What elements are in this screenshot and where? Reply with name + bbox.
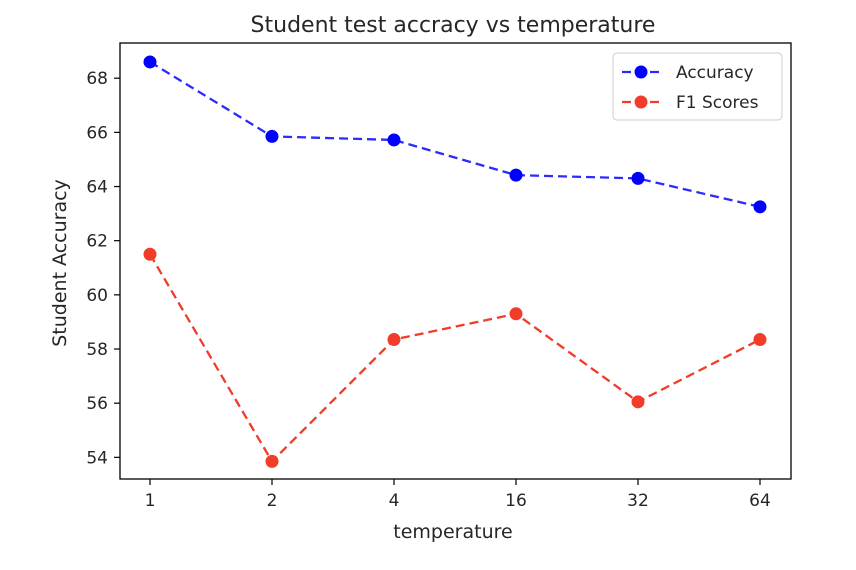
data-point xyxy=(631,395,645,409)
x-axis: 1 2 4 16 32 64 xyxy=(145,479,771,511)
x-tick-label: 32 xyxy=(627,491,649,511)
plot-area-frame xyxy=(119,42,792,480)
y-tick-label: 66 xyxy=(86,123,108,143)
series-line-1 xyxy=(149,253,761,464)
x-tick-label: 4 xyxy=(389,491,400,511)
legend-label: F1 Scores xyxy=(676,93,759,113)
data-point xyxy=(265,454,279,468)
data-point xyxy=(753,333,767,347)
data-point xyxy=(753,200,767,214)
data-point xyxy=(387,133,401,147)
data-point xyxy=(631,171,645,185)
y-tick-label: 58 xyxy=(86,340,108,360)
x-axis-label: temperature xyxy=(393,521,512,543)
data-point xyxy=(509,168,523,182)
data-point xyxy=(265,129,279,143)
y-tick-label: 56 xyxy=(86,394,108,414)
series-layer xyxy=(143,55,767,468)
y-tick-label: 64 xyxy=(86,178,108,198)
data-point xyxy=(509,307,523,321)
legend-marker xyxy=(634,95,648,109)
y-tick-label: 62 xyxy=(86,232,108,252)
x-tick-label: 2 xyxy=(267,491,278,511)
legend-box xyxy=(612,52,783,121)
y-axis-label: Student Accuracy xyxy=(49,179,71,347)
data-point xyxy=(143,55,157,69)
legend-marker xyxy=(634,65,648,79)
legend: Accuracy F1 Scores xyxy=(612,52,783,121)
series-line-0 xyxy=(149,60,761,208)
data-point xyxy=(143,247,157,261)
chart-title: Student test accracy vs temperature xyxy=(251,13,656,38)
x-tick-label: 16 xyxy=(505,491,527,511)
x-tick-label: 64 xyxy=(749,491,771,511)
y-tick-label: 68 xyxy=(86,69,108,89)
x-tick-label: 1 xyxy=(145,491,156,511)
y-axis: 54 56 58 60 62 64 66 68 xyxy=(86,69,120,468)
legend-label: Accuracy xyxy=(676,63,754,83)
y-tick-label: 60 xyxy=(86,286,108,306)
y-tick-label: 54 xyxy=(86,448,108,468)
data-point xyxy=(387,333,401,347)
